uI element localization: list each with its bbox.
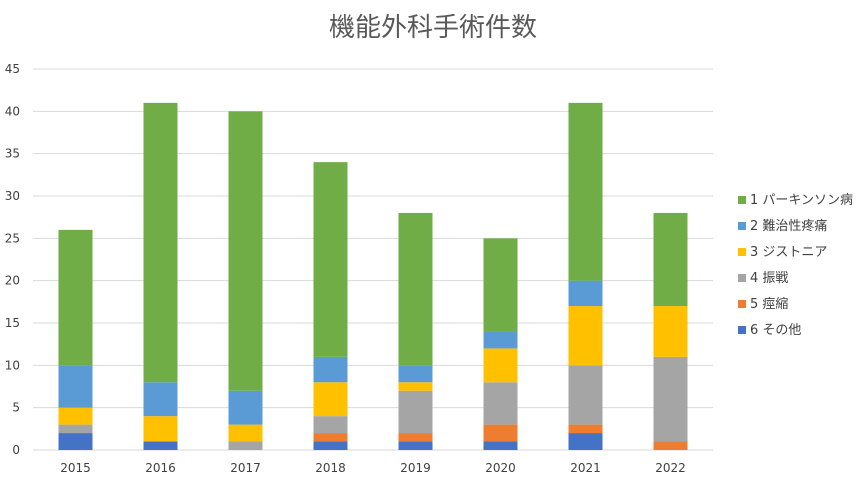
x-tick-label: 2019: [400, 461, 431, 475]
bar-2021-series-5: [568, 102, 603, 281]
bar-2018-series-0: [313, 441, 348, 450]
y-tick-label: 40: [5, 104, 20, 118]
legend-entry-2: 4 振戦: [750, 271, 788, 286]
legend-entry-3: 3 ジストニア: [750, 245, 827, 260]
x-tick-label: 2022: [655, 461, 686, 475]
bar-2015-series-4: [58, 365, 93, 408]
legend-swatch-2: [738, 274, 746, 282]
bar-2020-series-3: [483, 348, 518, 383]
x-tick-label: 2016: [145, 461, 176, 475]
y-tick-label: 30: [5, 189, 20, 203]
bar-2020-series-4: [483, 331, 518, 349]
bar-2017-series-3: [228, 424, 263, 442]
legend-swatch-3: [738, 248, 746, 256]
bar-2020-series-1: [483, 424, 518, 442]
bar-2017-series-2: [228, 441, 263, 450]
bar-2018-series-3: [313, 382, 348, 417]
legend-entry-4: 2 難治性疼痛: [750, 218, 827, 234]
y-tick-label: 5: [12, 401, 20, 415]
bar-2018-series-1: [313, 433, 348, 442]
bar-2022-series-3: [653, 306, 688, 357]
bar-2015-series-3: [58, 407, 93, 425]
bar-2018-series-4: [313, 356, 348, 383]
bar-2015-series-0: [58, 433, 93, 450]
gridlines: [33, 68, 713, 451]
legend: 1 パーキンソン病 2 難治性疼痛 3 ジストニア 4 振戦 5 痙縮 6 その他: [738, 193, 853, 338]
chart-title: 機能外科手術件数: [329, 13, 537, 43]
bar-2018-series-5: [313, 162, 348, 357]
y-tick-label: 10: [5, 358, 20, 372]
y-tick-label: 45: [5, 62, 20, 76]
bar-2021-series-0: [568, 433, 603, 450]
legend-swatch-5: [738, 196, 746, 204]
bar-2022-series-1: [653, 441, 688, 450]
y-axis-ticks: 0 5 10 15 20 25 30 35 40 45: [5, 62, 20, 457]
bar-2022-series-5: [653, 212, 688, 307]
bar-2018-series-2: [313, 416, 348, 434]
bar-2015-series-5: [58, 229, 93, 366]
bar-2022-series-2: [653, 356, 688, 442]
bar-2019-series-3: [398, 382, 433, 391]
bar-2016-series-0: [143, 441, 178, 450]
x-tick-label: 2017: [230, 461, 261, 475]
bar-2021-series-1: [568, 424, 603, 434]
legend-entry-0: 6 その他: [750, 323, 801, 338]
bar-2015-series-2: [58, 424, 93, 434]
y-tick-label: 15: [5, 316, 20, 330]
bar-2017-series-5: [228, 111, 263, 391]
bar-2020-series-5: [483, 238, 518, 332]
x-tick-label: 2021: [570, 461, 601, 475]
legend-entry-1: 5 痙縮: [750, 296, 788, 312]
bar-2019-series-5: [398, 212, 433, 366]
bar-2021-series-3: [568, 306, 603, 366]
legend-swatch-1: [738, 300, 746, 308]
bar-2021-series-2: [568, 365, 603, 425]
x-tick-label: 2015: [60, 461, 91, 475]
bar-2016-series-4: [143, 382, 178, 417]
x-tick-label: 2020: [485, 461, 516, 475]
bar-2019-series-0: [398, 441, 433, 450]
x-tick-label: 2018: [315, 461, 346, 475]
legend-entry-5: 1 パーキンソン病: [750, 193, 853, 208]
y-tick-label: 0: [12, 443, 20, 457]
bar-2020-series-2: [483, 382, 518, 425]
bar-2017-series-4: [228, 390, 263, 425]
bar-2020-series-0: [483, 441, 518, 450]
y-tick-label: 25: [5, 231, 20, 245]
bar-2021-series-4: [568, 280, 603, 307]
bars: [58, 102, 688, 450]
bar-2019-series-4: [398, 365, 433, 383]
bar-2016-series-3: [143, 416, 178, 442]
legend-swatch-0: [738, 326, 746, 334]
bar-2019-series-2: [398, 390, 433, 434]
y-tick-label: 20: [5, 274, 20, 288]
legend-swatch-4: [738, 222, 746, 230]
x-axis-ticks: 2015 2016 2017 2018 2019 2020 2021 2022: [60, 461, 686, 475]
y-tick-label: 35: [5, 147, 20, 161]
bar-2019-series-1: [398, 433, 433, 442]
bar-2016-series-5: [143, 102, 178, 383]
